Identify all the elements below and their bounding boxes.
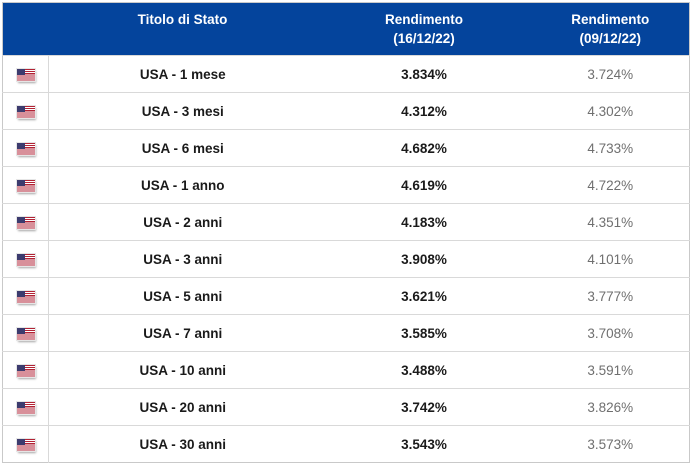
table-header-row: Titolo di Stato Rendimento (16/12/22) Re…	[2, 2, 690, 56]
usa-flag-icon	[16, 438, 35, 451]
bond-name: USA - 1 anno	[48, 166, 317, 204]
yield-current-value: 4.682%	[316, 129, 532, 167]
table-row[interactable]: USA - 6 mesi 4.682% 4.733%	[2, 129, 690, 167]
yield-previous-column-header: Rendimento (09/12/22)	[531, 2, 690, 56]
yield-current-value: 3.543%	[316, 425, 532, 463]
usa-flag-icon	[16, 216, 35, 229]
yield-previous-value: 3.591%	[531, 351, 690, 389]
flag-cell	[2, 203, 49, 241]
yield-current-value: 4.312%	[316, 92, 532, 130]
usa-flag-icon	[16, 68, 35, 81]
flag-cell	[2, 92, 49, 130]
yield-current-column-date: (16/12/22)	[393, 31, 455, 46]
table-row[interactable]: USA - 2 anni 4.183% 4.351%	[2, 203, 690, 241]
table-row[interactable]: USA - 1 anno 4.619% 4.722%	[2, 166, 690, 204]
yield-current-value: 4.183%	[316, 203, 532, 241]
table-row[interactable]: USA - 3 anni 3.908% 4.101%	[2, 240, 690, 278]
yield-previous-value: 3.724%	[531, 55, 690, 93]
yield-current-value: 3.834%	[316, 55, 532, 93]
bond-name: USA - 1 mese	[48, 55, 317, 93]
yield-previous-value: 4.351%	[531, 203, 690, 241]
bond-name: USA - 6 mesi	[48, 129, 317, 167]
usa-flag-icon	[16, 179, 35, 192]
flag-cell	[2, 55, 49, 93]
yield-current-column-label: Rendimento	[384, 12, 463, 27]
yield-previous-column-label: Rendimento	[571, 12, 650, 27]
yield-previous-value: 3.573%	[531, 425, 690, 463]
bond-name-column-header: Titolo di Stato	[48, 2, 317, 56]
usa-flag-icon	[16, 105, 35, 118]
table-row[interactable]: USA - 10 anni 3.488% 3.591%	[2, 351, 690, 389]
bond-name: USA - 5 anni	[48, 277, 317, 315]
bond-name: USA - 20 anni	[48, 388, 317, 426]
usa-flag-icon	[16, 253, 35, 266]
flag-column-header	[2, 2, 49, 56]
yield-previous-value: 4.733%	[531, 129, 690, 167]
usa-flag-icon	[16, 290, 35, 303]
usa-flag-icon	[16, 327, 35, 340]
flag-cell	[2, 351, 49, 389]
table-row[interactable]: USA - 7 anni 3.585% 3.708%	[2, 314, 690, 352]
yield-previous-value: 3.826%	[531, 388, 690, 426]
flag-cell	[2, 425, 49, 463]
yield-current-value: 3.908%	[316, 240, 532, 278]
yield-current-value: 3.488%	[316, 351, 532, 389]
yield-current-value: 3.621%	[316, 277, 532, 315]
flag-cell	[2, 314, 49, 352]
yield-current-value: 3.742%	[316, 388, 532, 426]
yield-previous-value: 3.777%	[531, 277, 690, 315]
flag-cell	[2, 166, 49, 204]
usa-flag-icon	[16, 364, 35, 377]
bond-name-column-label: Titolo di Stato	[137, 12, 228, 27]
flag-cell	[2, 388, 49, 426]
table-row[interactable]: USA - 20 anni 3.742% 3.826%	[2, 388, 690, 426]
table-row[interactable]: USA - 30 anni 3.543% 3.573%	[2, 425, 690, 463]
flag-cell	[2, 277, 49, 315]
bond-name: USA - 7 anni	[48, 314, 317, 352]
flag-cell	[2, 129, 49, 167]
flag-cell	[2, 240, 49, 278]
bond-name: USA - 3 mesi	[48, 92, 317, 130]
yield-previous-value: 4.722%	[531, 166, 690, 204]
yield-previous-column-date: (09/12/22)	[579, 31, 642, 46]
yield-current-value: 4.619%	[316, 166, 532, 204]
yield-current-column-header: Rendimento (16/12/22)	[316, 2, 532, 56]
yield-previous-value: 4.101%	[531, 240, 690, 278]
bond-name: USA - 3 anni	[48, 240, 317, 278]
bond-name: USA - 30 anni	[48, 425, 317, 463]
table-row[interactable]: USA - 1 mese 3.834% 3.724%	[2, 55, 690, 93]
yield-current-value: 3.585%	[316, 314, 532, 352]
bond-name: USA - 2 anni	[48, 203, 317, 241]
usa-flag-icon	[16, 142, 35, 155]
yield-previous-value: 3.708%	[531, 314, 690, 352]
bond-name: USA - 10 anni	[48, 351, 317, 389]
table-row[interactable]: USA - 5 anni 3.621% 3.777%	[2, 277, 690, 315]
yield-previous-value: 4.302%	[531, 92, 690, 130]
table-row[interactable]: USA - 3 mesi 4.312% 4.302%	[2, 92, 690, 130]
usa-flag-icon	[16, 401, 35, 414]
